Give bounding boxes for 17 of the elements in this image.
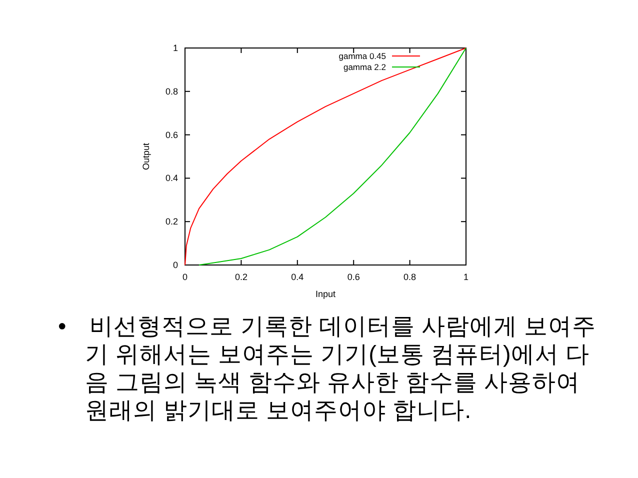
legend-label: gamma 2.2: [343, 62, 386, 72]
x-tick-label: 0.8: [404, 272, 416, 282]
y-tick-label: 0.8: [165, 86, 178, 96]
y-tick-label: 0.2: [165, 216, 178, 227]
y-axis-title: Output: [141, 142, 151, 170]
x-tick-label: 0.2: [234, 272, 248, 282]
y-tick-label: 1: [172, 43, 178, 53]
x-tick-label: 0: [182, 272, 188, 282]
x-tick-label: 0.6: [347, 272, 360, 282]
x-tick-label: 1: [463, 272, 469, 282]
x-tick-label: 0.4: [291, 272, 304, 282]
x-axis-title: Input: [315, 289, 336, 299]
legend-label: gamma 0.45: [338, 51, 386, 61]
y-tick-label: 0.6: [165, 130, 178, 140]
y-tick-label: 0.4: [165, 173, 178, 184]
y-tick-label: 0: [172, 260, 178, 270]
text: • 비선형적으로 기록한 데이터를 사람에게 보여주기 위해서는 보여주는 기기(보통 컴퓨터)에서 다음 그림의 녹색 함수와 유사한 함수를 사용하여 원래의 밝기대로 보여주어야 합니다.: [58, 312, 597, 424]
